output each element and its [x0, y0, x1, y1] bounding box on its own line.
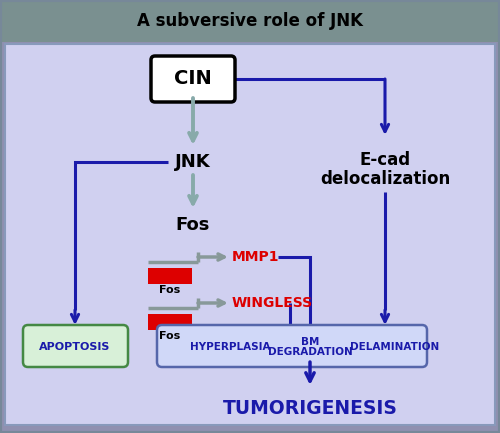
- FancyArrowPatch shape: [382, 310, 388, 322]
- Text: E-cad: E-cad: [360, 151, 410, 169]
- FancyBboxPatch shape: [23, 325, 128, 367]
- Text: JNK: JNK: [175, 153, 211, 171]
- Bar: [5, 44, 495, 425]
- Text: CIN: CIN: [174, 70, 212, 88]
- Text: Fos: Fos: [160, 331, 180, 341]
- FancyArrowPatch shape: [189, 175, 197, 204]
- Text: APOPTOSIS: APOPTOSIS: [40, 342, 111, 352]
- FancyArrowPatch shape: [198, 254, 224, 260]
- FancyArrowPatch shape: [382, 79, 388, 132]
- Bar: [148, 268, 192, 284]
- Bar: [148, 314, 192, 330]
- FancyArrowPatch shape: [72, 310, 78, 322]
- FancyBboxPatch shape: [157, 325, 427, 367]
- FancyArrowPatch shape: [306, 325, 314, 335]
- FancyBboxPatch shape: [151, 56, 235, 102]
- FancyArrowPatch shape: [306, 362, 314, 381]
- Text: TUMORIGENESIS: TUMORIGENESIS: [222, 398, 398, 417]
- FancyArrowPatch shape: [189, 98, 197, 141]
- Text: Fos: Fos: [160, 285, 180, 295]
- Text: HYPERPLASIA: HYPERPLASIA: [190, 342, 270, 352]
- FancyArrowPatch shape: [286, 325, 294, 335]
- Text: delocalization: delocalization: [320, 170, 450, 188]
- Bar: [0, 0, 500, 42]
- Text: WINGLESS: WINGLESS: [232, 296, 313, 310]
- FancyArrowPatch shape: [198, 300, 224, 306]
- Text: DELAMINATION: DELAMINATION: [350, 342, 440, 352]
- Text: BM
DEGRADATION: BM DEGRADATION: [268, 336, 352, 357]
- Text: MMP1: MMP1: [232, 250, 280, 264]
- Text: A subversive role of JNK: A subversive role of JNK: [137, 12, 363, 30]
- Text: Fos: Fos: [176, 216, 210, 234]
